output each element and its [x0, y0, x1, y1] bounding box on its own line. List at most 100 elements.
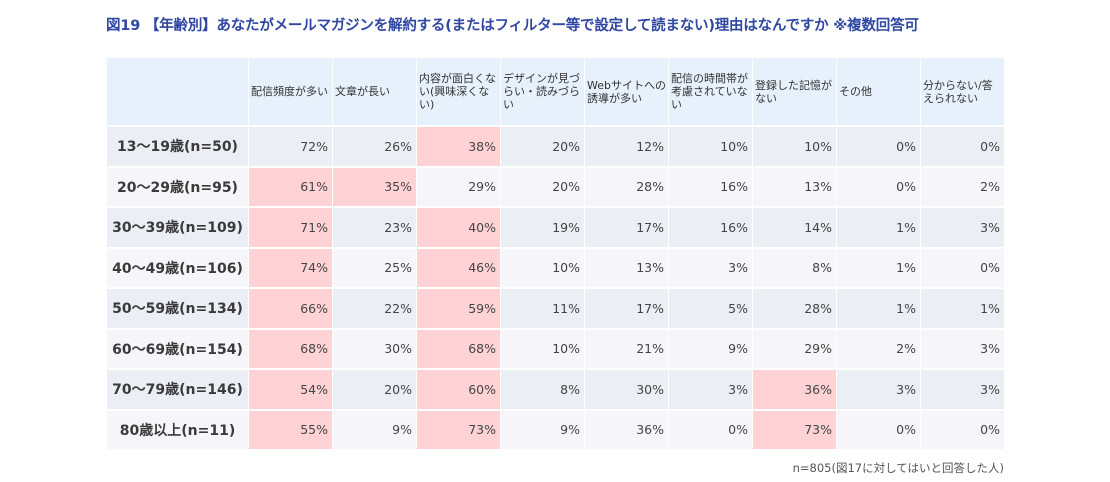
table-cell: 55% [249, 408, 333, 449]
table-cell: 0% [837, 125, 921, 166]
table-cell: 12% [585, 125, 669, 166]
column-header: 配信頻度が多い [249, 58, 333, 125]
table-cell: 8% [501, 368, 585, 409]
table-cell: 68% [417, 327, 501, 368]
table-cell: 9% [669, 327, 753, 368]
column-header: 内容が面白くない(興味深くない) [417, 58, 501, 125]
table-cell: 3% [921, 206, 1005, 247]
table-cell: 36% [585, 408, 669, 449]
table-cell: 36% [753, 368, 837, 409]
table-cell: 68% [249, 327, 333, 368]
data-table-wrapper: 配信頻度が多い 文章が長い 内容が面白くない(興味深くない) デザインが見づらい・読み… [107, 58, 1005, 449]
column-header: 分からない/答えられない [921, 58, 1005, 125]
table-row: 50〜59歳(n=134) 66% 22% 59% 11% 17% 5% 28% 1% 1% [107, 287, 1005, 328]
table-row: 13〜19歳(n=50) 72% 26% 38% 20% 12% 10% 10% 0% 0% [107, 125, 1005, 166]
table-cell: 61% [249, 165, 333, 206]
table-row: 30〜39歳(n=109) 71% 23% 40% 19% 17% 16% 14% 1% 3% [107, 206, 1005, 247]
table-cell: 26% [333, 125, 417, 166]
table-cell: 9% [333, 408, 417, 449]
table-cell: 0% [837, 165, 921, 206]
table-cell: 1% [837, 206, 921, 247]
row-label: 70〜79歳(n=146) [107, 368, 249, 409]
table-cell: 20% [333, 368, 417, 409]
table-cell: 66% [249, 287, 333, 328]
table-cell: 23% [333, 206, 417, 247]
table-cell: 1% [837, 287, 921, 328]
table-cell: 30% [333, 327, 417, 368]
table-cell: 10% [501, 327, 585, 368]
column-header: 文章が長い [333, 58, 417, 125]
table-cell: 1% [837, 246, 921, 287]
table-cell: 17% [585, 206, 669, 247]
table-cell: 35% [333, 165, 417, 206]
table-cell: 54% [249, 368, 333, 409]
table-cell: 8% [753, 246, 837, 287]
table-cell: 46% [417, 246, 501, 287]
table-cell: 30% [585, 368, 669, 409]
data-table: 配信頻度が多い 文章が長い 内容が面白くない(興味深くない) デザインが見づらい・読み… [107, 58, 1005, 449]
table-cell: 0% [837, 408, 921, 449]
chart-title: 図19 【年齢別】あなたがメールマガジンを解約する(またはフィルター等で設定して… [106, 18, 919, 34]
table-cell: 29% [753, 327, 837, 368]
column-header: デザインが見づらい・読みづらい [501, 58, 585, 125]
table-cell: 2% [921, 165, 1005, 206]
table-cell: 40% [417, 206, 501, 247]
table-cell: 0% [921, 408, 1005, 449]
row-label: 40〜49歳(n=106) [107, 246, 249, 287]
table-cell: 25% [333, 246, 417, 287]
table-cell: 0% [669, 408, 753, 449]
table-cell: 13% [753, 165, 837, 206]
table-cell: 13% [585, 246, 669, 287]
table-cell: 3% [669, 246, 753, 287]
table-body: 13〜19歳(n=50) 72% 26% 38% 20% 12% 10% 10% 0% 0% 20〜… [107, 125, 1005, 449]
table-row: 60〜69歳(n=154) 68% 30% 68% 10% 21% 9% 29% 2% 3% [107, 327, 1005, 368]
table-cell: 60% [417, 368, 501, 409]
row-label: 80歳以上(n=11) [107, 408, 249, 449]
table-cell: 72% [249, 125, 333, 166]
column-header: 配信の時間帯が考慮されていない [669, 58, 753, 125]
table-cell: 74% [249, 246, 333, 287]
table-cell: 3% [921, 368, 1005, 409]
table-cell: 59% [417, 287, 501, 328]
column-header: 登録した記憶がない [753, 58, 837, 125]
column-header: Webサイトへの誘導が多い [585, 58, 669, 125]
header-row: 配信頻度が多い 文章が長い 内容が面白くない(興味深くない) デザインが見づらい・読み… [107, 58, 1005, 125]
table-cell: 1% [921, 287, 1005, 328]
table-row: 20〜29歳(n=95) 61% 35% 29% 20% 28% 16% 13% 0% 2% [107, 165, 1005, 206]
table-cell: 5% [669, 287, 753, 328]
column-header: その他 [837, 58, 921, 125]
table-cell: 20% [501, 125, 585, 166]
table-cell: 19% [501, 206, 585, 247]
table-cell: 0% [921, 125, 1005, 166]
table-cell: 3% [921, 327, 1005, 368]
table-cell: 29% [417, 165, 501, 206]
table-cell: 0% [921, 246, 1005, 287]
table-cell: 14% [753, 206, 837, 247]
table-row: 40〜49歳(n=106) 74% 25% 46% 10% 13% 3% 8% 1% 0% [107, 246, 1005, 287]
table-row: 80歳以上(n=11) 55% 9% 73% 9% 36% 0% 73% 0% 0% [107, 408, 1005, 449]
table-cell: 16% [669, 165, 753, 206]
table-cell: 28% [585, 165, 669, 206]
table-cell: 21% [585, 327, 669, 368]
sample-note: n=805(図17に対してはいと回答した人) [792, 461, 1004, 475]
row-label: 20〜29歳(n=95) [107, 165, 249, 206]
table-row: 70〜79歳(n=146) 54% 20% 60% 8% 30% 3% 36% 3% 3% [107, 368, 1005, 409]
table-cell: 10% [669, 125, 753, 166]
table-cell: 17% [585, 287, 669, 328]
table-cell: 3% [837, 368, 921, 409]
table-cell: 20% [501, 165, 585, 206]
row-label: 60〜69歳(n=154) [107, 327, 249, 368]
table-cell: 71% [249, 206, 333, 247]
table-cell: 11% [501, 287, 585, 328]
table-cell: 10% [501, 246, 585, 287]
table-cell: 28% [753, 287, 837, 328]
table-cell: 9% [501, 408, 585, 449]
table-cell: 38% [417, 125, 501, 166]
table-cell: 73% [417, 408, 501, 449]
table-cell: 2% [837, 327, 921, 368]
table-cell: 16% [669, 206, 753, 247]
table-cell: 3% [669, 368, 753, 409]
row-label: 13〜19歳(n=50) [107, 125, 249, 166]
row-label: 50〜59歳(n=134) [107, 287, 249, 328]
row-label: 30〜39歳(n=109) [107, 206, 249, 247]
